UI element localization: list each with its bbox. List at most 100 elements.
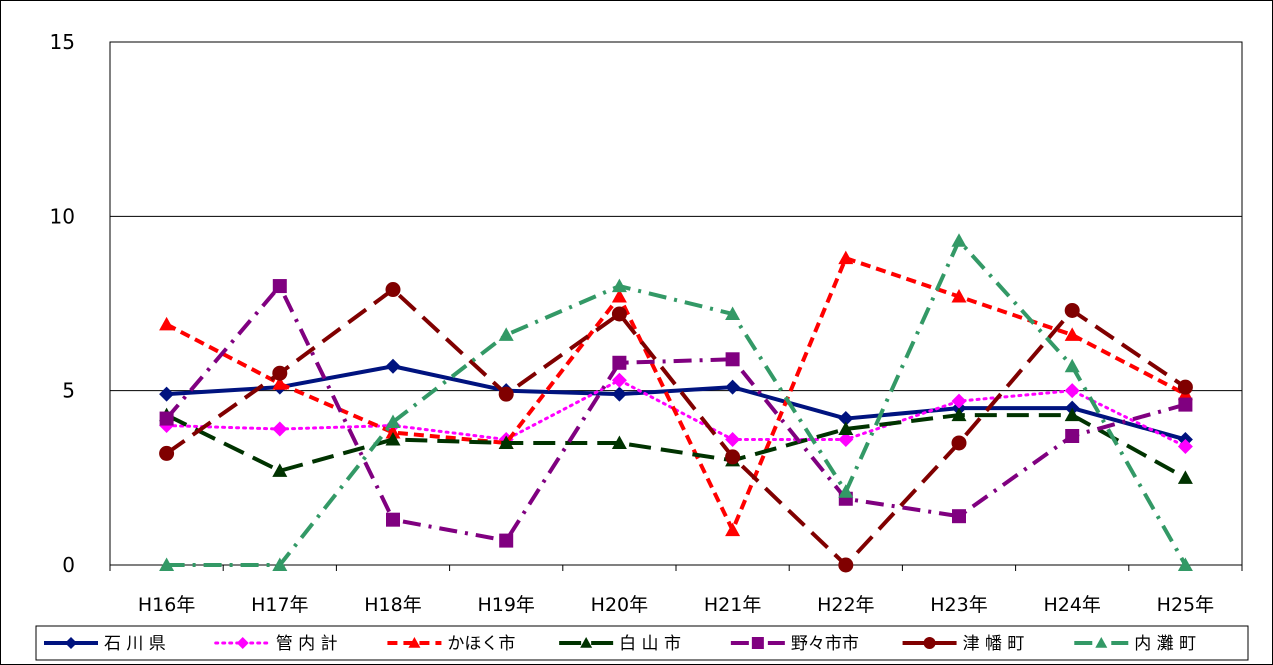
series-line xyxy=(166,238,1188,567)
data-point-marker xyxy=(159,445,175,461)
plot-border xyxy=(109,41,1243,566)
legend-item: 津 幡 町 xyxy=(902,634,1025,654)
data-point-marker xyxy=(1177,557,1193,571)
legend-label: 津 幡 町 xyxy=(963,634,1025,654)
legend-marker xyxy=(408,637,421,648)
data-point-marker xyxy=(272,463,288,477)
data-point-marker xyxy=(159,386,175,402)
series-line xyxy=(165,284,1186,543)
data-point-marker xyxy=(838,431,854,447)
data-point-marker xyxy=(951,289,967,303)
data-point-marker xyxy=(611,289,627,303)
data-point-marker xyxy=(838,250,854,265)
series-line xyxy=(165,287,1187,567)
data-point-marker xyxy=(838,411,854,427)
legend-label: 石 川 県 xyxy=(104,634,166,654)
data-point-marker xyxy=(498,386,514,402)
data-point-marker xyxy=(499,533,514,548)
data-point-marker xyxy=(1064,358,1080,373)
data-point-marker xyxy=(951,435,967,451)
data-point-marker xyxy=(611,372,627,388)
x-tick-label: H25年 xyxy=(1157,594,1214,616)
series-5 xyxy=(159,279,1193,548)
x-tick-label: H20年 xyxy=(591,594,648,616)
legend-marker xyxy=(236,637,249,649)
legend-label: 管 内 計 xyxy=(276,634,338,654)
x-tick-label: H19年 xyxy=(477,594,534,616)
data-point-marker xyxy=(725,449,741,465)
legend-marker xyxy=(1095,637,1108,648)
legend-marker xyxy=(923,637,936,649)
x-tick-label: H23年 xyxy=(930,594,987,616)
data-point-marker xyxy=(385,425,401,439)
data-point-marker xyxy=(951,233,967,247)
data-point-marker xyxy=(1177,438,1193,454)
legend-item: 白 山 市 xyxy=(559,634,681,654)
legend-marker xyxy=(65,637,77,649)
data-point-marker xyxy=(1177,470,1193,484)
data-point-marker xyxy=(272,376,288,390)
data-point-marker xyxy=(385,358,401,374)
legend-label: 白 山 市 xyxy=(619,634,681,654)
data-point-marker xyxy=(611,386,627,402)
data-point-marker xyxy=(272,279,287,294)
series-7 xyxy=(159,233,1193,571)
data-point-marker xyxy=(272,365,288,381)
legend-item: かほく市 xyxy=(387,634,515,654)
y-tick-label: 0 xyxy=(62,553,75,577)
series-layer xyxy=(159,233,1193,573)
legend-item: 石 川 県 xyxy=(44,634,166,654)
series-line xyxy=(165,413,1187,480)
data-point-marker xyxy=(611,306,627,322)
legend-label: 内 灘 町 xyxy=(1134,634,1196,654)
data-point-marker xyxy=(159,411,174,426)
data-point-marker xyxy=(838,484,854,498)
series-6 xyxy=(159,282,1193,573)
data-point-marker xyxy=(1064,302,1080,318)
data-point-marker xyxy=(1064,407,1080,422)
data-point-marker xyxy=(272,557,288,571)
data-point-marker xyxy=(838,421,854,436)
legend-item: 内 灘 町 xyxy=(1074,634,1196,654)
data-point-marker xyxy=(725,306,741,320)
data-point-marker xyxy=(725,431,741,447)
x-tick-label: H16年 xyxy=(138,594,195,616)
data-point-marker xyxy=(498,327,514,341)
data-point-marker xyxy=(951,407,967,422)
data-point-marker xyxy=(272,421,288,437)
x-tick-label: H17年 xyxy=(251,594,308,616)
data-point-marker xyxy=(951,393,967,409)
data-point-marker xyxy=(611,278,627,293)
data-point-marker xyxy=(159,316,175,331)
data-point-marker xyxy=(1177,379,1193,395)
data-point-marker xyxy=(1064,383,1080,399)
y-tick-label: 10 xyxy=(50,204,75,228)
x-axis-ticks: H16年 H17年 H18年 H19年 H20年 H21年 H22年 H23年 H24年 H25年 xyxy=(138,594,1214,616)
legend-marker xyxy=(751,637,764,649)
legend-item: 管 内 計 xyxy=(214,634,338,654)
data-point-marker xyxy=(386,512,400,527)
data-point-marker xyxy=(385,431,401,446)
data-point-marker xyxy=(385,282,401,298)
x-tick-label: H18年 xyxy=(364,594,421,616)
x-tick-label: H21年 xyxy=(704,594,761,616)
data-point-marker xyxy=(612,355,627,370)
y-axis-ticks: 0 5 10 15 xyxy=(50,30,75,577)
data-point-marker xyxy=(1065,428,1080,443)
data-point-marker xyxy=(159,557,175,571)
data-point-marker xyxy=(498,435,514,449)
legend-label: かほく市 xyxy=(447,634,515,654)
data-point-marker xyxy=(611,435,627,449)
y-tick-label: 5 xyxy=(62,379,75,403)
x-tick-label: H24年 xyxy=(1043,594,1100,616)
data-point-marker xyxy=(1178,397,1193,412)
series-line xyxy=(166,364,1186,442)
data-point-marker xyxy=(725,352,740,367)
series-line xyxy=(165,256,1187,533)
x-tick-label: H22年 xyxy=(817,594,874,616)
legend-item: 野々市市 xyxy=(730,634,859,654)
y-tick-label: 15 xyxy=(50,30,75,54)
plot-area xyxy=(109,41,1243,571)
data-point-marker xyxy=(1064,327,1080,341)
